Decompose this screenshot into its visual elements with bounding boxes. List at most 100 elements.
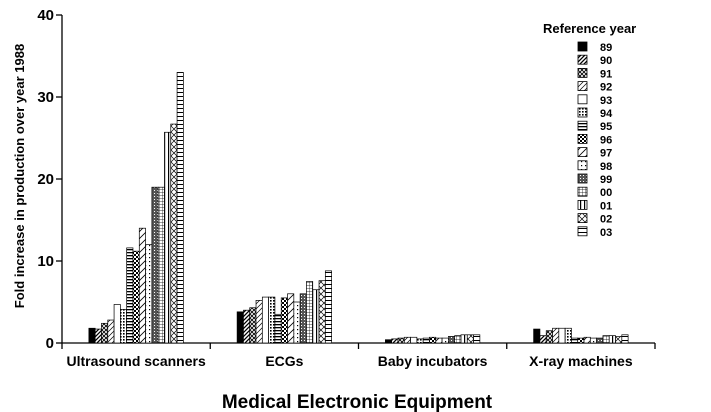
legend-swatch	[577, 186, 588, 197]
bar	[577, 337, 585, 344]
bar	[145, 244, 153, 344]
legend-swatch	[577, 173, 588, 184]
bar	[608, 335, 616, 344]
legend-swatch	[577, 54, 588, 65]
legend-swatch	[577, 147, 588, 158]
bar	[583, 336, 591, 344]
bar	[94, 328, 102, 344]
bar	[324, 270, 332, 344]
legend-label: 00	[600, 187, 612, 199]
legend-swatch	[577, 213, 588, 224]
legend-label: 97	[600, 148, 612, 160]
bar	[441, 337, 449, 344]
legend-label: 02	[600, 214, 612, 226]
legend-swatch	[577, 226, 588, 237]
y-tick-label: 40	[37, 7, 54, 24]
bar	[151, 186, 159, 344]
legend-label: 90	[600, 55, 612, 67]
legend-label: 94	[600, 108, 613, 120]
bar	[176, 72, 184, 344]
bar	[385, 339, 393, 344]
x-category-label: ECGs	[265, 353, 303, 369]
y-axis: 0 10 20 30 40	[37, 7, 63, 352]
legend-title: Reference year	[543, 21, 636, 36]
bar	[243, 309, 251, 344]
legend-swatch	[577, 133, 588, 144]
legend-label: 92	[600, 82, 612, 94]
bars	[88, 72, 629, 344]
legend-swatch	[577, 160, 588, 171]
x-axis: Ultrasound scanners ECGs Baby incubators X-…	[61, 342, 656, 369]
legend-label: 03	[600, 227, 612, 239]
legend-label: 91	[600, 68, 612, 80]
bar	[571, 337, 579, 344]
bar	[312, 289, 320, 344]
bar	[473, 334, 481, 344]
legend-label: 89	[600, 42, 612, 54]
bar	[164, 131, 172, 344]
y-tick-label: 0	[46, 335, 54, 352]
legend-swatch	[577, 68, 588, 78]
bar	[157, 186, 165, 344]
bar	[126, 247, 134, 344]
bar	[113, 304, 121, 344]
legend-swatch	[577, 107, 588, 118]
legend-label: 01	[600, 200, 612, 212]
legend-swatch	[577, 94, 588, 105]
bar	[88, 327, 96, 344]
bar	[403, 336, 411, 344]
y-tick-label: 20	[37, 171, 54, 188]
bar	[410, 336, 418, 344]
bar	[615, 336, 623, 344]
y-tick-label: 10	[37, 253, 54, 270]
bar	[397, 337, 405, 344]
bar	[170, 123, 178, 344]
bar	[558, 327, 566, 344]
bar	[429, 336, 437, 344]
bar	[416, 338, 424, 344]
bar	[120, 309, 128, 344]
bar	[552, 327, 560, 344]
bar	[280, 297, 288, 344]
legend-swatch	[577, 81, 588, 91]
bar	[435, 337, 443, 344]
bar	[293, 301, 301, 344]
legend-swatch	[577, 41, 588, 52]
bar	[138, 227, 146, 344]
bar	[299, 293, 307, 344]
bar	[261, 296, 269, 344]
y-axis-title: Fold increase in production over year 19…	[12, 44, 27, 308]
legend-swatch	[577, 199, 588, 210]
legend-label: 99	[600, 174, 612, 186]
bar	[589, 337, 597, 344]
bar	[236, 311, 244, 344]
bar	[621, 334, 629, 344]
bar	[448, 336, 456, 344]
bar	[318, 280, 326, 344]
bar	[466, 334, 474, 344]
legend-swatch	[577, 120, 588, 131]
bar	[533, 328, 541, 344]
legend-label: 98	[600, 161, 612, 173]
x-category-label: Ultrasound scanners	[66, 353, 205, 369]
x-category-label: X-ray machines	[529, 353, 633, 369]
bar	[107, 319, 115, 344]
legend-label: 93	[600, 95, 612, 107]
bar	[539, 335, 547, 344]
bar	[274, 313, 282, 344]
bar	[268, 296, 276, 344]
bar	[602, 335, 610, 344]
bar	[101, 322, 109, 344]
bar	[249, 307, 257, 344]
legend-label: 95	[600, 121, 612, 133]
x-axis-title: Medical Electronic Equipment	[222, 392, 493, 412]
bar	[596, 337, 604, 344]
bar	[564, 327, 572, 344]
bar	[306, 281, 314, 344]
bar	[391, 338, 399, 344]
bar	[255, 300, 263, 344]
bar	[132, 250, 140, 344]
bar	[454, 335, 462, 344]
